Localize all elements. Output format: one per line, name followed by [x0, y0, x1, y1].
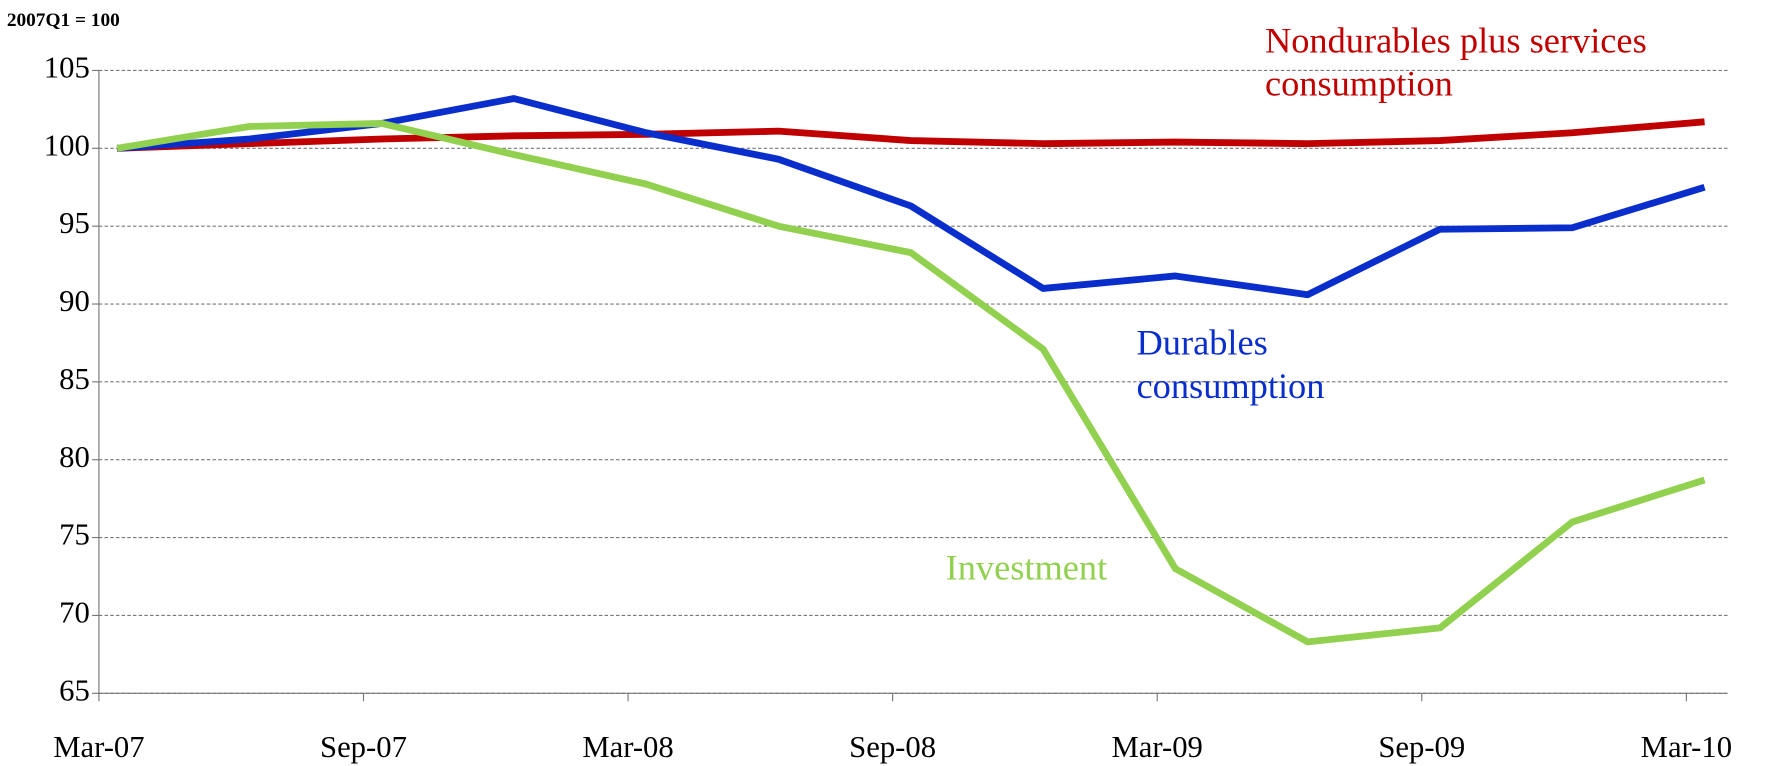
y-tick-label: 85 — [59, 362, 90, 396]
y-tick-label: 105 — [44, 51, 90, 85]
series-line — [116, 120, 1706, 646]
y-tick-label: 70 — [59, 595, 90, 629]
x-tick-label: Sep-07 — [320, 730, 407, 764]
series-label: Investment — [945, 546, 1108, 588]
series-label-box: Investment — [945, 546, 1108, 588]
y-unit-label: 2007Q1 = 100 — [7, 10, 120, 31]
y-tick-label: 65 — [59, 673, 90, 707]
series-label: Nondurables plus services consumption — [1264, 19, 1647, 104]
series-line — [116, 118, 1705, 152]
y-tick-label: 95 — [59, 206, 90, 240]
y-tick-label: 75 — [59, 518, 90, 552]
x-tick-label: Sep-08 — [849, 730, 936, 764]
y-tick-label: 100 — [44, 128, 90, 162]
x-tick-label: Mar-09 — [1112, 730, 1203, 764]
x-tick-label: Sep-09 — [1378, 730, 1465, 764]
x-tick-label: Mar-10 — [1641, 730, 1732, 764]
x-tick-label: Mar-08 — [582, 730, 673, 764]
series-label: Durables consumption — [1136, 321, 1325, 406]
y-tick-label: 80 — [59, 440, 90, 474]
x-tick-label: Mar-07 — [53, 730, 144, 764]
series-label-box: Nondurables plus services consumption — [1264, 19, 1647, 104]
series-label-box: Durables consumption — [1136, 321, 1325, 406]
y-tick-label: 90 — [59, 284, 90, 318]
series-line — [116, 95, 1706, 299]
